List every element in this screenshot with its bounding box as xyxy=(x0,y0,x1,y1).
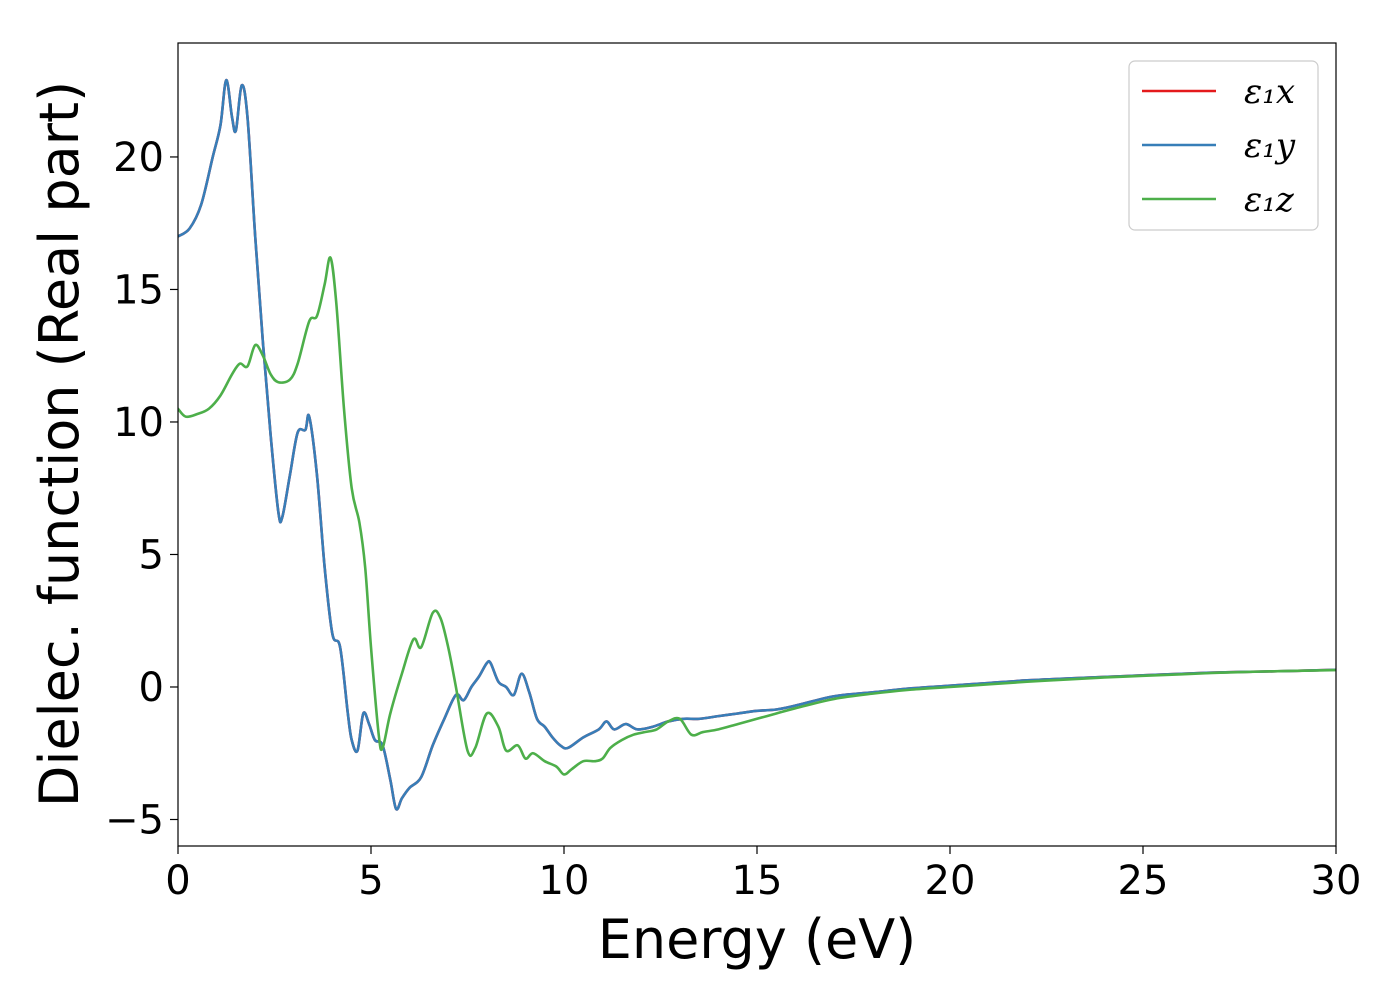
y-tick-label: 20 xyxy=(113,135,164,181)
series-line-2 xyxy=(178,78,1336,811)
y-axis-label: Dielec. function (Real part) xyxy=(28,81,91,807)
series-layer xyxy=(178,78,1336,811)
y-tick-label: 10 xyxy=(113,400,164,446)
x-tick-label: 30 xyxy=(1311,858,1362,904)
x-tick-label: 0 xyxy=(165,858,190,904)
legend-label-2: ε₁y xyxy=(1244,126,1296,166)
x-tick-label: 5 xyxy=(358,858,383,904)
x-tick-label: 20 xyxy=(925,858,976,904)
y-axis: −5 0 5 10 15 20 xyxy=(105,135,178,843)
x-axis-label: Energy (eV) xyxy=(598,908,917,971)
x-tick-label: 25 xyxy=(1118,858,1169,904)
x-tick-label: 15 xyxy=(732,858,783,904)
legend-label-3: ε₁z xyxy=(1244,180,1295,220)
y-tick-label: 15 xyxy=(113,267,164,313)
y-tick-label: 5 xyxy=(139,532,164,578)
x-axis: 0 5 10 15 20 25 30 xyxy=(165,846,1361,904)
legend-label-1: ε₁x xyxy=(1244,72,1295,112)
y-tick-label: −5 xyxy=(105,797,164,843)
series-line-3 xyxy=(178,256,1336,776)
legend-box xyxy=(1128,60,1319,231)
legend: ε₁x ε₁y ε₁z xyxy=(1128,60,1319,231)
x-tick-label: 10 xyxy=(539,858,590,904)
y-tick-label: 0 xyxy=(139,665,164,711)
